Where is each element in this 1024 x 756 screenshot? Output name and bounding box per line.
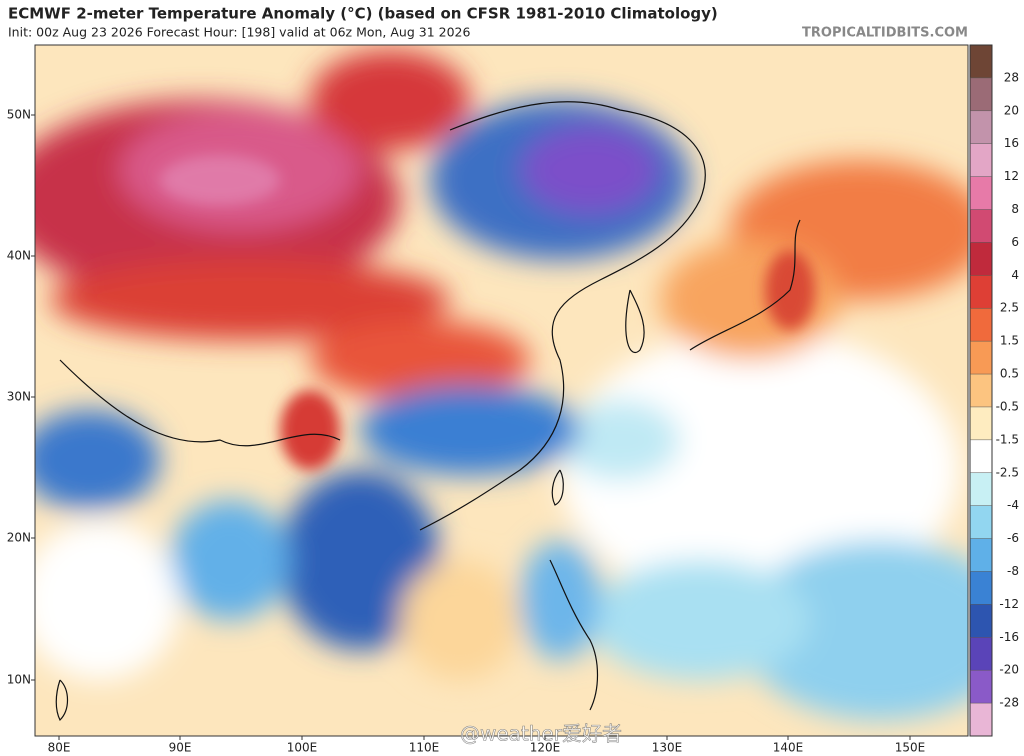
colorbar-label: -12 [999, 597, 1019, 611]
colorbar-label: 2.5 [1000, 301, 1019, 315]
colorbar-label: 28 [1004, 70, 1019, 84]
colorbar-band [970, 670, 992, 704]
anomaly-map [35, 45, 968, 736]
colorbar-band [970, 374, 992, 408]
colorbar-label: -28 [999, 696, 1019, 710]
colorbar-frame [969, 44, 993, 737]
colorbar-band [970, 308, 992, 342]
colorbar-label: 0.5 [1000, 367, 1019, 381]
colorbar-band [970, 505, 992, 540]
colorbar-label: 4 [1011, 268, 1019, 282]
colorbar-band [970, 45, 992, 79]
colorbar-label: -20 [999, 663, 1019, 677]
colorbar-band [970, 439, 992, 474]
colorbar-band [970, 538, 992, 572]
colorbar-band [970, 637, 992, 671]
lat-label: 20N [7, 531, 31, 545]
lon-label: 150E [895, 741, 926, 755]
colorbar-label: -6 [1007, 531, 1019, 545]
lon-label: 120E [530, 741, 561, 755]
lon-label: 130E [652, 741, 683, 755]
subtitle: Init: 00z Aug 23 2026 Forecast Hour: [19… [8, 25, 470, 40]
lat-label: 40N [7, 249, 31, 263]
lat-label: 30N [7, 390, 31, 404]
colorbar-band [970, 242, 992, 276]
lon-label: 80E [48, 741, 71, 755]
colorbar-label: -8 [1007, 564, 1019, 578]
colorbar-label: 1.5 [1000, 334, 1019, 348]
colorbar-band [970, 604, 992, 638]
colorbar-label: -0.5 [996, 399, 1019, 413]
colorbar-label: -4 [1007, 498, 1019, 512]
colorbar-label: 6 [1011, 235, 1019, 249]
colorbar-band [970, 77, 992, 112]
lon-label: 90E [169, 741, 192, 755]
colorbar-label: 16 [1004, 136, 1019, 150]
watermark: @weather爱好者 [460, 722, 622, 746]
colorbar-band [970, 571, 992, 605]
colorbar-band [970, 406, 992, 441]
lat-label: 10N [7, 673, 31, 687]
colorbar-label: 20 [1004, 103, 1019, 117]
lat-label: 50N [7, 108, 31, 122]
colorbar-band [970, 703, 992, 737]
site-credit: TROPICALTIDBITS.COM [802, 26, 968, 41]
colorbar-label: -16 [999, 630, 1019, 644]
lon-label: 140E [773, 741, 804, 755]
colorbar-label: 12 [1004, 169, 1019, 183]
colorbar-label: -2.5 [996, 465, 1019, 479]
colorbar-band [970, 110, 992, 145]
colorbar-label: 8 [1011, 202, 1019, 216]
colorbar-band [970, 176, 992, 211]
colorbar-band [970, 472, 992, 507]
title: ECMWF 2-meter Temperature Anomaly (°C) (… [8, 5, 718, 23]
colorbar-band [970, 341, 992, 375]
map-frame [34, 44, 969, 737]
colorbar-band [970, 275, 992, 309]
colorbar-label: -1.5 [996, 432, 1019, 446]
colorbar-band [970, 209, 992, 243]
lon-label: 110E [409, 741, 440, 755]
colorbar-band [970, 143, 992, 178]
lon-label: 100E [287, 741, 318, 755]
